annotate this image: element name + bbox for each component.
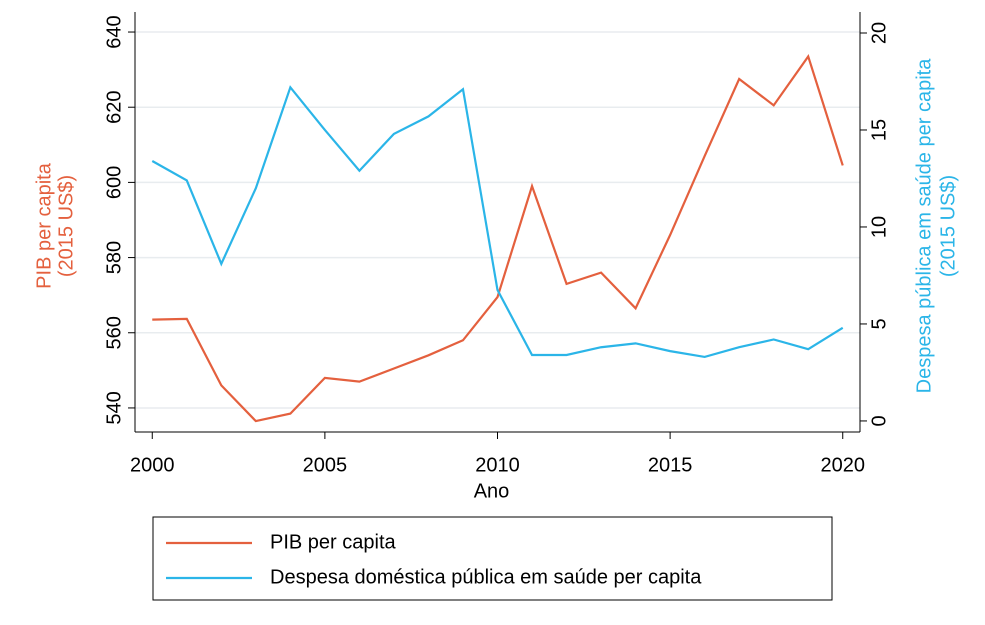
x-tick-label: 2010 [475,454,520,476]
x-tick-label: 2020 [820,454,865,476]
y-tick-label: 560 [103,316,125,349]
y-tick-label: 600 [103,166,125,199]
y2-tick-label: 20 [868,22,890,44]
x-axis-label: Ano [474,480,510,502]
y-axis-label: (2015 US$) [55,175,77,277]
legend-label: PIB per capita [270,531,397,553]
y-tick-label: 620 [103,91,125,124]
legend-label: Despesa doméstica pública em saúde per c… [270,566,702,588]
x-tick-label: 2015 [648,454,693,476]
y2-tick-label: 10 [868,216,890,238]
y2-tick-label: 0 [868,415,890,426]
y2-axis-label: Despesa pública em saúde per capita [913,58,935,394]
y2-tick-label: 15 [868,119,890,141]
y2-axis-label: (2015 US$) [937,175,959,277]
x-tick-label: 2005 [303,454,348,476]
x-tick-label: 2000 [130,454,175,476]
y-axis-label: PIB per capita [33,162,55,289]
legend [152,516,833,601]
line-series [152,54,844,423]
y-tick-label: 540 [103,391,125,424]
y-tick-label: 580 [103,241,125,274]
line-series [151,85,844,359]
y2-tick-label: 5 [868,318,890,329]
y-tick-label: 640 [103,15,125,48]
